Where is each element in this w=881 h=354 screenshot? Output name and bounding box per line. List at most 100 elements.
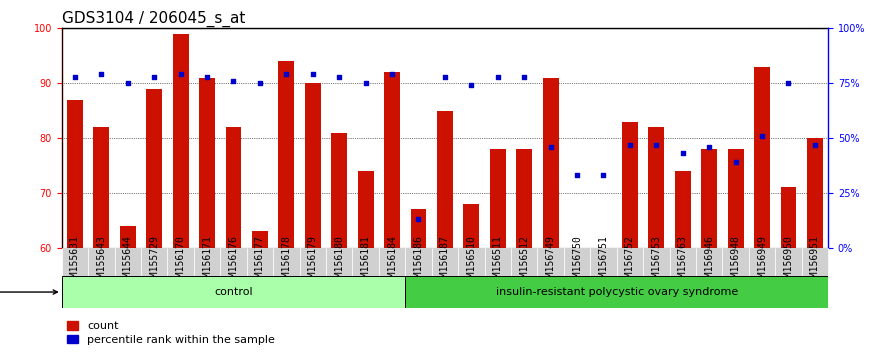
Text: GSM156187: GSM156187 [440, 235, 450, 289]
Text: GSM156170: GSM156170 [175, 235, 186, 289]
Text: GSM156950: GSM156950 [783, 235, 794, 289]
Bar [278, 61, 294, 248]
FancyBboxPatch shape [352, 248, 379, 276]
Bar [226, 127, 241, 248]
Point [570, 172, 584, 178]
Text: GSM155729: GSM155729 [149, 235, 159, 289]
Point [306, 72, 320, 77]
FancyBboxPatch shape [722, 248, 749, 276]
Text: GSM156949: GSM156949 [757, 235, 767, 289]
Bar [463, 204, 479, 248]
Point [68, 74, 82, 79]
Text: GSM156177: GSM156177 [255, 235, 265, 289]
Point [517, 74, 531, 79]
Bar [807, 138, 823, 248]
Text: insulin-resistant polycystic ovary syndrome: insulin-resistant polycystic ovary syndr… [496, 287, 737, 297]
Point [781, 80, 796, 86]
Bar [199, 78, 215, 248]
Text: GSM156510: GSM156510 [466, 235, 477, 289]
Text: GSM156178: GSM156178 [281, 235, 292, 289]
Bar [728, 149, 744, 248]
FancyBboxPatch shape [590, 248, 617, 276]
FancyBboxPatch shape [141, 248, 167, 276]
FancyBboxPatch shape [194, 248, 220, 276]
Point [464, 82, 478, 88]
Point [226, 78, 241, 84]
FancyBboxPatch shape [220, 248, 247, 276]
FancyBboxPatch shape [617, 248, 643, 276]
Text: GSM156184: GSM156184 [387, 235, 397, 289]
Text: GSM155644: GSM155644 [122, 235, 133, 289]
Point [174, 72, 188, 77]
Bar [754, 67, 770, 248]
Text: GSM156948: GSM156948 [730, 235, 741, 289]
FancyBboxPatch shape [775, 248, 802, 276]
FancyBboxPatch shape [62, 276, 405, 308]
Point [332, 74, 346, 79]
Point [702, 144, 716, 150]
Text: GSM156751: GSM156751 [598, 235, 609, 289]
Text: GSM155631: GSM155631 [70, 235, 80, 289]
Point [808, 142, 822, 148]
Text: GSM156951: GSM156951 [810, 235, 820, 289]
Point [253, 80, 267, 86]
FancyBboxPatch shape [115, 248, 141, 276]
Bar [569, 248, 585, 354]
Text: GSM156186: GSM156186 [413, 235, 424, 289]
Text: GSM156181: GSM156181 [360, 235, 371, 289]
Bar [173, 34, 189, 248]
Bar [781, 187, 796, 248]
Point [94, 72, 108, 77]
FancyBboxPatch shape [405, 276, 828, 308]
Bar [331, 132, 347, 248]
FancyBboxPatch shape [696, 248, 722, 276]
Bar [120, 226, 136, 248]
Bar [516, 149, 532, 248]
Text: GSM156180: GSM156180 [334, 235, 344, 289]
Text: GSM156753: GSM156753 [651, 235, 662, 289]
Text: control: control [214, 287, 253, 297]
Bar [67, 100, 83, 248]
FancyBboxPatch shape [802, 248, 828, 276]
Point [544, 144, 558, 150]
FancyBboxPatch shape [405, 248, 432, 276]
Point [411, 216, 426, 222]
Point [147, 74, 161, 79]
Bar [146, 88, 162, 248]
Bar [411, 209, 426, 248]
Text: GSM156512: GSM156512 [519, 235, 529, 289]
Bar [675, 171, 691, 248]
Text: GSM156750: GSM156750 [572, 235, 582, 289]
FancyBboxPatch shape [485, 248, 511, 276]
Text: GSM156179: GSM156179 [307, 235, 318, 289]
Point [279, 72, 293, 77]
Bar [384, 72, 400, 248]
FancyBboxPatch shape [564, 248, 590, 276]
Text: GSM156511: GSM156511 [492, 235, 503, 289]
Bar [648, 127, 664, 248]
Text: GSM155643: GSM155643 [96, 235, 107, 289]
FancyBboxPatch shape [247, 248, 273, 276]
Point [491, 74, 505, 79]
Text: GSM156752: GSM156752 [625, 235, 635, 289]
Bar [543, 78, 559, 248]
Text: GSM156171: GSM156171 [202, 235, 212, 289]
Text: GDS3104 / 206045_s_at: GDS3104 / 206045_s_at [62, 11, 245, 27]
Legend: count, percentile rank within the sample: count, percentile rank within the sample [67, 321, 275, 345]
FancyBboxPatch shape [62, 248, 88, 276]
Bar [622, 122, 638, 248]
Text: GSM156946: GSM156946 [704, 235, 714, 289]
Bar [596, 248, 611, 354]
Bar [490, 149, 506, 248]
FancyBboxPatch shape [88, 248, 115, 276]
FancyBboxPatch shape [300, 248, 326, 276]
FancyBboxPatch shape [167, 248, 194, 276]
Point [623, 142, 637, 148]
Point [676, 150, 690, 156]
Point [596, 172, 611, 178]
Bar [358, 171, 374, 248]
FancyBboxPatch shape [326, 248, 352, 276]
Point [121, 80, 135, 86]
FancyBboxPatch shape [643, 248, 670, 276]
FancyBboxPatch shape [379, 248, 405, 276]
